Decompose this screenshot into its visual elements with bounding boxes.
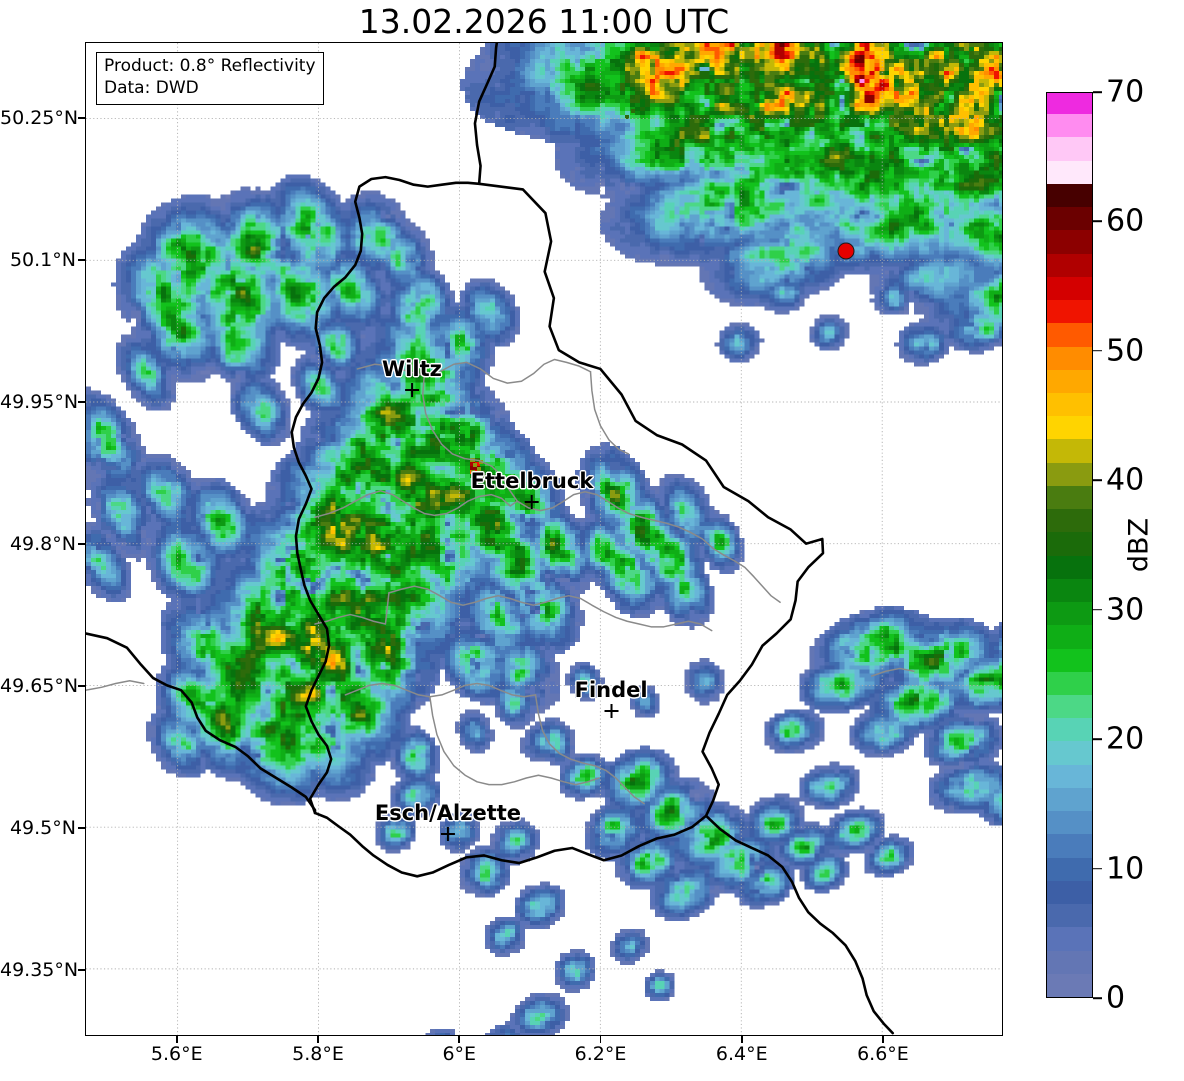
colorbar-segment-21 bbox=[1047, 485, 1092, 510]
latitude-tick-2: 49.95°N bbox=[0, 390, 79, 413]
colorbar-segment-10 bbox=[1047, 740, 1092, 765]
longitude-tick-3: 6.2°E bbox=[574, 1043, 627, 1065]
colorbar-segment-38 bbox=[1047, 93, 1092, 115]
colorbar-segment-2 bbox=[1047, 926, 1092, 951]
colorbar-segment-12 bbox=[1047, 694, 1092, 719]
colorbar-segment-17 bbox=[1047, 578, 1092, 603]
colorbar-segment-0 bbox=[1047, 973, 1092, 997]
colorbar-segment-23 bbox=[1047, 438, 1092, 463]
colorbar-segment-4 bbox=[1047, 880, 1092, 905]
longitude-tick-mark-5 bbox=[882, 1036, 884, 1043]
colorbar-segment-11 bbox=[1047, 717, 1092, 742]
latitude-tick-3: 49.8°N bbox=[9, 532, 76, 555]
colorbar-segment-19 bbox=[1047, 531, 1092, 556]
radar-reflectivity-layer bbox=[86, 43, 1002, 1035]
colorbar-segment-28 bbox=[1047, 322, 1092, 347]
colorbar-segment-26 bbox=[1047, 369, 1092, 393]
colorbar-tick-mark-4 bbox=[1093, 479, 1102, 482]
colorbar-segment-32 bbox=[1047, 229, 1092, 254]
colorbar-segment-18 bbox=[1047, 555, 1092, 579]
latitude-tick-6: 49.35°N bbox=[0, 958, 79, 981]
colorbar-tick-label-2: 20 bbox=[1106, 721, 1145, 757]
map-vector-overlay bbox=[86, 43, 1002, 1035]
colorbar-tick-mark-1 bbox=[1093, 867, 1102, 870]
longitude-tick-mark-4 bbox=[740, 1036, 743, 1043]
colorbar-segment-31 bbox=[1047, 253, 1092, 277]
latitude-tick-mark-5 bbox=[78, 826, 85, 829]
colorbar-tick-label-1: 10 bbox=[1106, 851, 1145, 887]
latitude-tick-1: 50.1°N bbox=[9, 248, 76, 271]
colorbar-tick-label-4: 40 bbox=[1106, 462, 1145, 498]
colorbar-segment-24 bbox=[1047, 415, 1092, 440]
colorbar-segment-16 bbox=[1047, 601, 1092, 626]
colorbar-segment-9 bbox=[1047, 764, 1092, 788]
latitude-tick-mark-6 bbox=[78, 968, 85, 971]
colorbar[interactable] bbox=[1046, 92, 1093, 998]
colorbar-segment-34 bbox=[1047, 183, 1092, 208]
longitude-tick-mark-3 bbox=[599, 1036, 602, 1043]
radar-station-marker[interactable] bbox=[837, 242, 855, 260]
colorbar-tick-mark-0 bbox=[1093, 997, 1102, 999]
colorbar-title: dBZ bbox=[1123, 517, 1155, 573]
colorbar-segment-33 bbox=[1047, 206, 1092, 231]
longitude-tick-2: 6°E bbox=[442, 1043, 477, 1065]
longitude-tick-mark-1 bbox=[317, 1036, 319, 1043]
longitude-tick-mark-2 bbox=[458, 1036, 461, 1043]
product-info-box: Product: 0.8° Reflectivity Data: DWD bbox=[96, 52, 324, 105]
latitude-tick-mark-4 bbox=[78, 684, 85, 687]
colorbar-tick-label-7: 70 bbox=[1106, 74, 1145, 110]
colorbar-segment-7 bbox=[1047, 810, 1092, 835]
colorbar-segment-5 bbox=[1047, 857, 1092, 881]
colorbar-tick-mark-5 bbox=[1093, 350, 1102, 352]
colorbar-segment-15 bbox=[1047, 624, 1092, 649]
colorbar-tick-mark-3 bbox=[1093, 608, 1102, 611]
info-product-line: Product: 0.8° Reflectivity bbox=[104, 56, 316, 76]
colorbar-segment-3 bbox=[1047, 903, 1092, 928]
colorbar-segment-14 bbox=[1047, 647, 1092, 672]
colorbar-segment-22 bbox=[1047, 462, 1092, 486]
colorbar-tick-mark-2 bbox=[1093, 738, 1102, 740]
colorbar-segment-29 bbox=[1047, 299, 1092, 324]
colorbar-segment-25 bbox=[1047, 392, 1092, 417]
colorbar-segment-27 bbox=[1047, 345, 1092, 370]
colorbar-tick-label-5: 50 bbox=[1106, 333, 1145, 369]
colorbar-tick-mark-7 bbox=[1093, 91, 1102, 93]
colorbar-segment-30 bbox=[1047, 276, 1092, 301]
colorbar-segment-36 bbox=[1047, 136, 1092, 161]
colorbar-segment-13 bbox=[1047, 671, 1092, 695]
colorbar-tick-label-6: 60 bbox=[1106, 203, 1145, 239]
colorbar-segment-1 bbox=[1047, 949, 1092, 974]
longitude-tick-mark-0 bbox=[176, 1036, 178, 1043]
info-data-line: Data: DWD bbox=[104, 77, 199, 98]
colorbar-tick-label-3: 30 bbox=[1106, 592, 1145, 628]
longitude-tick-0: 5.6°E bbox=[150, 1043, 203, 1065]
latitude-tick-mark-2 bbox=[78, 400, 85, 403]
radar-map-axes[interactable] bbox=[85, 42, 1003, 1036]
colorbar-segment-35 bbox=[1047, 160, 1092, 184]
latitude-tick-4: 49.65°N bbox=[0, 674, 79, 697]
colorbar-segment-37 bbox=[1047, 113, 1092, 138]
latitude-tick-0: 50.25°N bbox=[0, 106, 79, 129]
latitude-tick-mark-1 bbox=[78, 258, 85, 261]
colorbar-tick-mark-6 bbox=[1093, 220, 1102, 223]
latitude-tick-5: 49.5°N bbox=[9, 816, 76, 839]
colorbar-segment-8 bbox=[1047, 787, 1092, 812]
longitude-tick-4: 6.4°E bbox=[715, 1043, 768, 1065]
longitude-tick-5: 6.6°E bbox=[857, 1043, 909, 1065]
latitude-tick-mark-3 bbox=[78, 542, 85, 545]
colorbar-tick-label-0: 0 bbox=[1106, 980, 1126, 1016]
latitude-tick-mark-0 bbox=[78, 116, 85, 119]
page-title: 13.02.2026 11:00 UTC bbox=[358, 2, 730, 41]
colorbar-segment-20 bbox=[1047, 508, 1092, 533]
longitude-tick-1: 5.8°E bbox=[292, 1043, 344, 1065]
colorbar-segment-6 bbox=[1047, 833, 1092, 858]
